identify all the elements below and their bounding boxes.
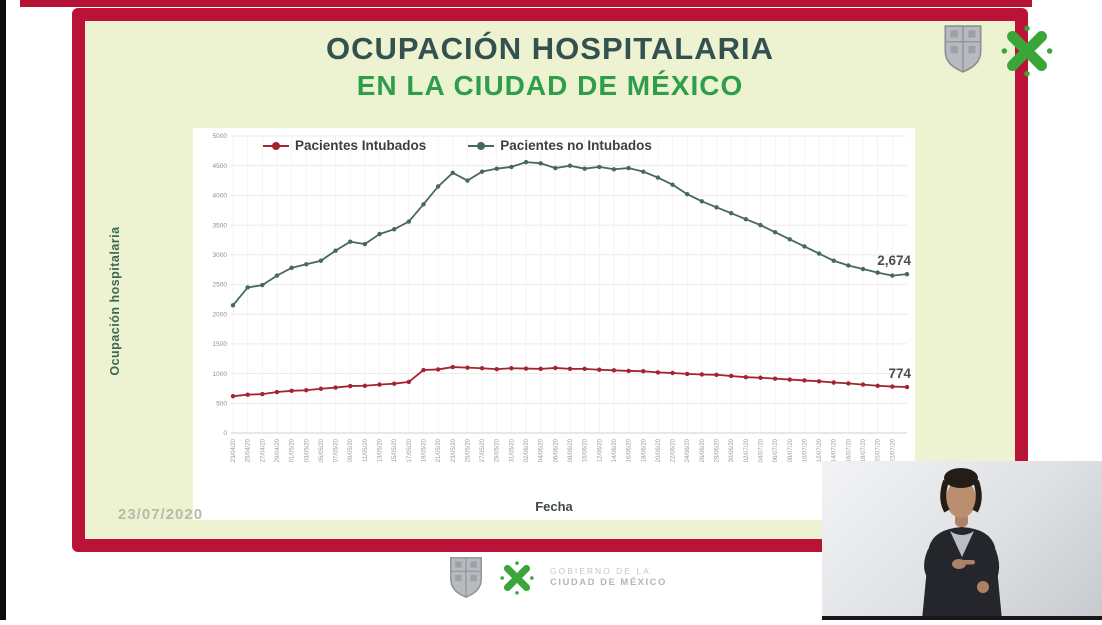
top-red-line	[20, 0, 1032, 7]
svg-text:17/05/20: 17/05/20	[407, 438, 413, 462]
svg-text:29/04/20: 29/04/20	[275, 438, 281, 462]
hospital-occupancy-line-chart: 0 500 1000 1500 2000 2500 3000 3500 4000 4500 5000…	[213, 133, 912, 462]
svg-text:30/06/20: 30/06/20	[729, 438, 735, 462]
svg-text:23/04/20: 23/04/20	[231, 438, 237, 462]
letterbox-left-strip	[0, 0, 6, 620]
svg-text:02/07/20: 02/07/20	[744, 438, 750, 462]
sign-language-interpreter-video	[822, 461, 1102, 620]
interpreter-person	[922, 468, 1002, 620]
footer-gov-line2: CIUDAD DE MÉXICO	[550, 576, 667, 588]
svg-text:12/06/20: 12/06/20	[597, 438, 603, 462]
svg-text:22/06/20: 22/06/20	[671, 438, 677, 462]
svg-text:14/06/20: 14/06/20	[612, 438, 618, 462]
svg-text:2,674: 2,674	[877, 253, 911, 268]
slide-subtitle: EN LA CIUDAD DE MÉXICO	[356, 70, 744, 101]
svg-text:18/07/20: 18/07/20	[861, 438, 867, 462]
svg-text:27/05/20: 27/05/20	[480, 438, 486, 462]
svg-text:09/05/20: 09/05/20	[348, 438, 354, 462]
svg-text:25/05/20: 25/05/20	[465, 438, 471, 462]
svg-text:18/06/20: 18/06/20	[641, 438, 647, 462]
svg-text:04/06/20: 04/06/20	[539, 438, 545, 462]
svg-text:1000: 1000	[213, 371, 228, 378]
svg-text:1500: 1500	[213, 341, 228, 348]
chart-legend: Pacientes Intubados Pacientes no Intubad…	[263, 138, 652, 153]
legend-marker-intubados	[263, 141, 289, 150]
footer-shield-icon	[448, 556, 484, 599]
svg-text:4500: 4500	[213, 163, 228, 170]
slide-title: OCUPACIÓN HOSPITALARIA	[326, 31, 774, 66]
svg-text:22/07/20: 22/07/20	[890, 438, 896, 462]
svg-text:14/07/20: 14/07/20	[832, 438, 838, 462]
date-stamp: 23/07/2020	[118, 506, 204, 523]
legend-marker-no-intubados	[468, 141, 495, 150]
svg-text:26/06/20: 26/06/20	[700, 438, 706, 462]
svg-text:23/05/20: 23/05/20	[451, 438, 457, 462]
footer-government-text: GOBIERNO DE LA CIUDAD DE MÉXICO	[550, 566, 667, 589]
svg-text:06/06/20: 06/06/20	[553, 438, 559, 462]
svg-text:25/04/20: 25/04/20	[246, 438, 252, 462]
svg-text:02/06/20: 02/06/20	[524, 438, 530, 462]
svg-text:3000: 3000	[213, 252, 228, 259]
video-bottom-bar	[822, 616, 1102, 620]
svg-text:05/05/20: 05/05/20	[319, 438, 325, 462]
svg-text:03/05/20: 03/05/20	[304, 438, 310, 462]
svg-text:2000: 2000	[213, 311, 228, 318]
svg-text:500: 500	[216, 401, 227, 408]
footer-gov-line1: GOBIERNO DE LA	[550, 566, 651, 577]
svg-text:24/06/20: 24/06/20	[685, 438, 691, 462]
legend-item-no-intubados: Pacientes no Intubados	[468, 138, 652, 153]
svg-text:27/04/20: 27/04/20	[260, 438, 266, 462]
svg-text:3500: 3500	[213, 222, 228, 229]
svg-text:04/07/20: 04/07/20	[758, 438, 764, 462]
legend-label-no-intubados: Pacientes no Intubados	[500, 138, 652, 153]
svg-text:20/07/20: 20/07/20	[876, 438, 882, 462]
svg-text:08/07/20: 08/07/20	[788, 438, 794, 462]
svg-text:29/05/20: 29/05/20	[495, 438, 501, 462]
svg-text:01/05/20: 01/05/20	[290, 438, 296, 462]
footer-cdmx-x-icon	[498, 559, 536, 597]
svg-text:13/05/20: 13/05/20	[378, 438, 384, 462]
chart-panel: Pacientes Intubados Pacientes no Intubad…	[193, 128, 915, 520]
cdmx-x-icon	[998, 20, 1056, 82]
svg-text:16/06/20: 16/06/20	[627, 438, 633, 462]
svg-text:28/06/20: 28/06/20	[715, 438, 721, 462]
svg-text:15/05/20: 15/05/20	[392, 438, 398, 462]
svg-text:11/05/20: 11/05/20	[363, 438, 369, 462]
svg-text:10/07/20: 10/07/20	[802, 438, 808, 462]
svg-text:06/07/20: 06/07/20	[773, 438, 779, 462]
svg-text:0: 0	[223, 430, 227, 437]
footer-branding: GOBIERNO DE LA CIUDAD DE MÉXICO	[448, 556, 667, 599]
svg-text:12/07/20: 12/07/20	[817, 438, 823, 462]
svg-text:20/06/20: 20/06/20	[656, 438, 662, 462]
svg-text:4000: 4000	[213, 193, 228, 200]
svg-text:19/05/20: 19/05/20	[421, 438, 427, 462]
svg-text:21/05/20: 21/05/20	[436, 438, 442, 462]
legend-label-intubados: Pacientes Intubados	[295, 138, 427, 153]
svg-text:08/06/20: 08/06/20	[568, 438, 574, 462]
svg-text:5000: 5000	[213, 133, 228, 140]
svg-text:16/07/20: 16/07/20	[846, 438, 852, 462]
cdmx-shield-icon	[942, 24, 984, 74]
svg-text:774: 774	[888, 366, 911, 381]
x-axis-title: Fecha	[535, 499, 573, 514]
y-axis-title: Ocupación hospitalaria	[108, 226, 122, 376]
legend-item-intubados: Pacientes Intubados	[263, 138, 426, 153]
slide: OCUPACIÓN HOSPITALARIA EN LA CIUDAD DE M…	[72, 8, 1028, 552]
svg-text:31/05/20: 31/05/20	[509, 438, 515, 462]
svg-text:07/05/20: 07/05/20	[334, 438, 340, 462]
svg-text:2500: 2500	[213, 282, 228, 289]
svg-text:10/06/20: 10/06/20	[583, 438, 589, 462]
